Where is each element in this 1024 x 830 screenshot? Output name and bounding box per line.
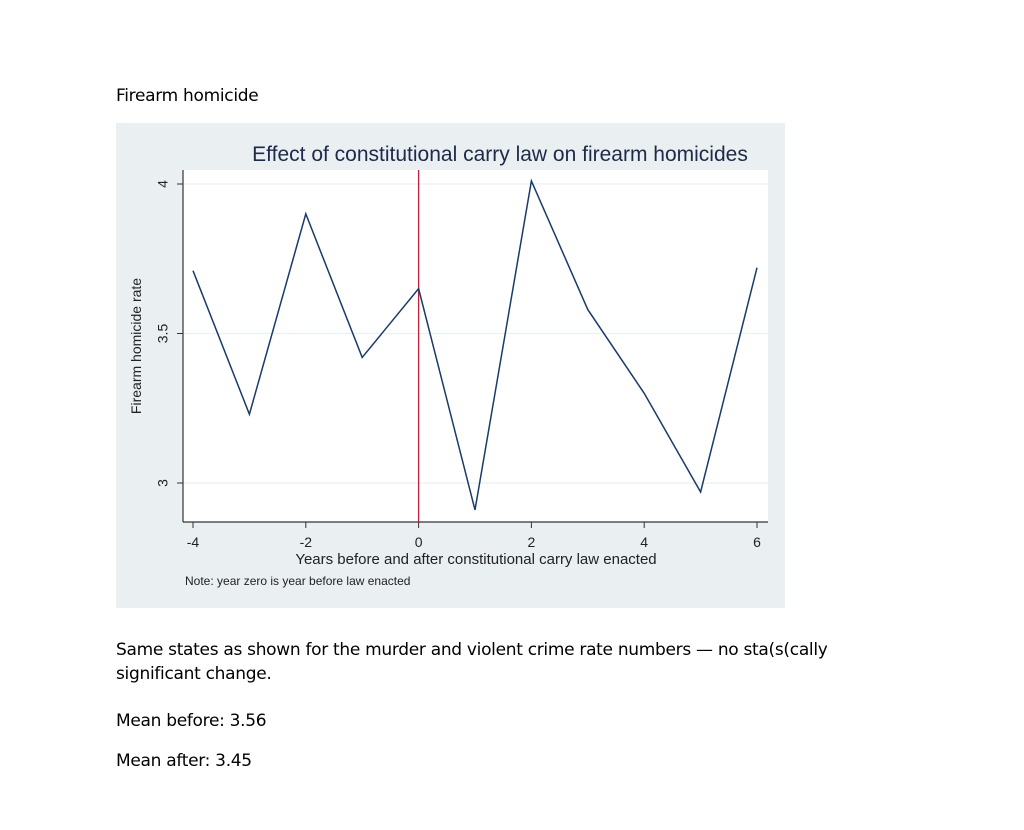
mean-before: Mean before: 3.56 (116, 711, 267, 731)
svg-text:3: 3 (155, 479, 171, 487)
svg-text:0: 0 (415, 534, 423, 550)
svg-text:4: 4 (155, 180, 171, 188)
chart-note: Note: year zero is year before law enact… (185, 574, 410, 588)
summary-paragraph: Same states as shown for the murder and … (116, 640, 828, 684)
svg-text:6: 6 (753, 534, 761, 550)
mean-after: Mean after: 3.45 (116, 751, 252, 771)
svg-text:4: 4 (640, 534, 648, 550)
section-heading: Firearm homicide (116, 86, 259, 106)
svg-text:3.5: 3.5 (155, 324, 171, 344)
chart-panel: Effect of constitutional carry law on fi… (116, 123, 785, 608)
plot-area (183, 170, 768, 522)
line-chart: Effect of constitutional carry law on fi… (128, 143, 768, 588)
x-axis-label: Years before and after constitutional ca… (295, 551, 656, 568)
chart-title: Effect of constitutional carry law on fi… (252, 143, 748, 166)
series-line (192, 178, 758, 511)
gridlines (183, 183, 768, 484)
svg-text:-4: -4 (187, 534, 200, 550)
svg-text:2: 2 (528, 534, 536, 550)
y-ticks: 33.54 (155, 180, 183, 487)
x-ticks: -4 -2 0 2 4 6 (187, 522, 761, 550)
y-axis-label: Firearm homicide rate (128, 278, 144, 414)
svg-text:-2: -2 (300, 534, 313, 550)
